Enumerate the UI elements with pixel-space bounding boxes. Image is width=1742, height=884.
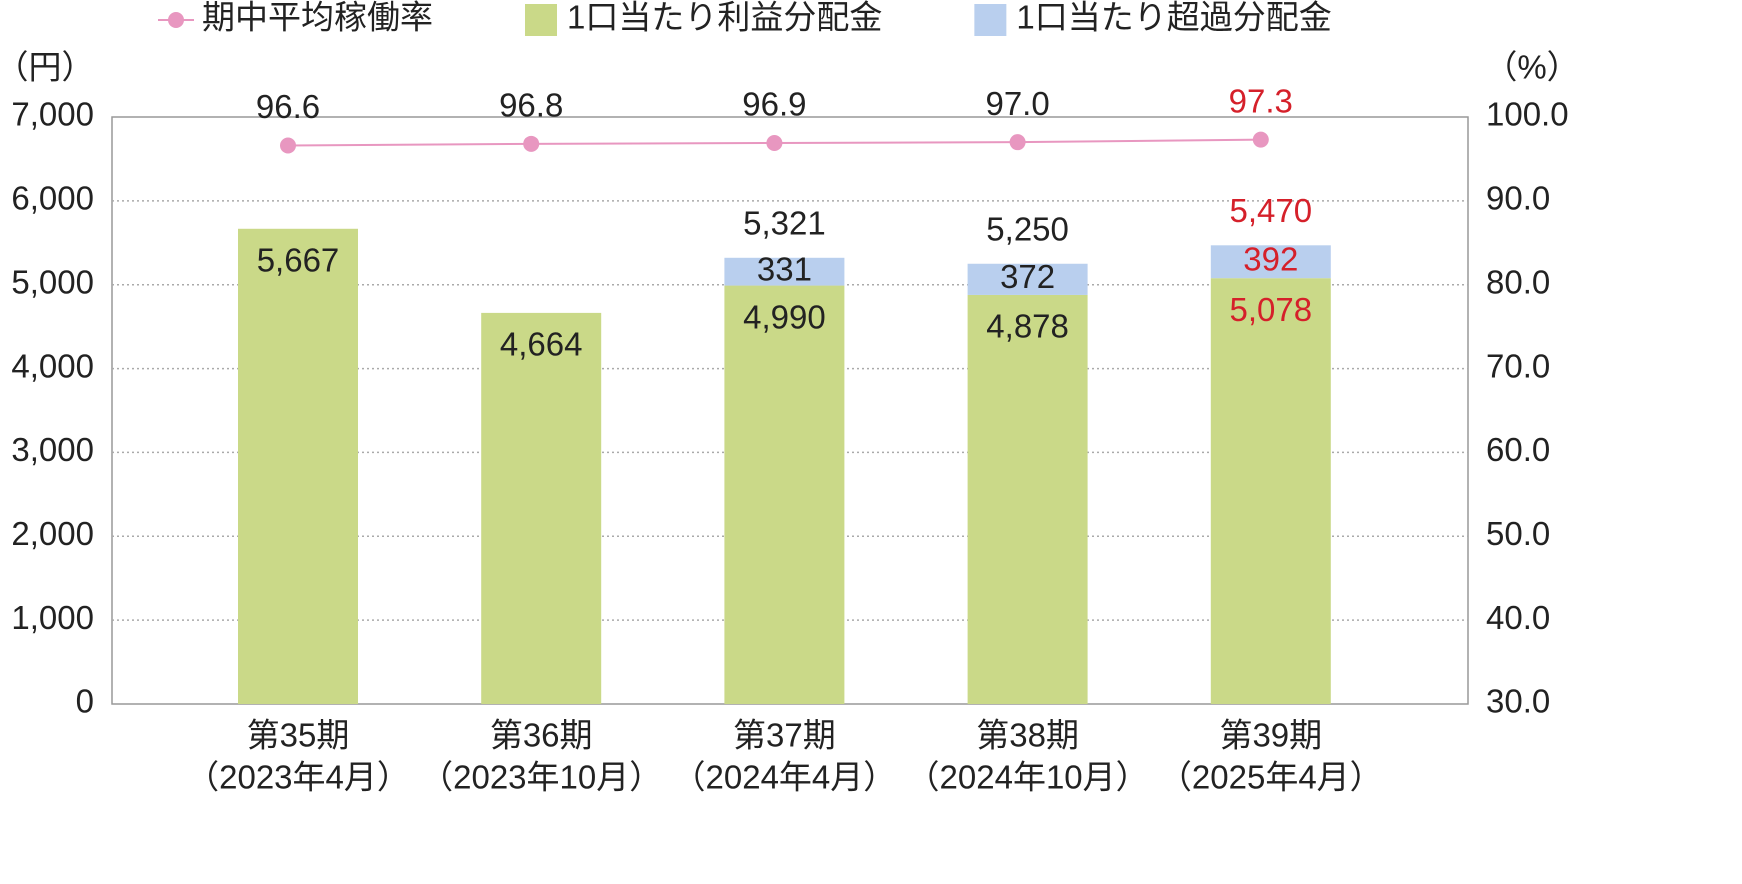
total-label: 5,321 [743, 205, 826, 242]
x-tick-label: （2023年4月） [186, 759, 410, 796]
y-axis-label: （円） [0, 49, 95, 86]
y2-tick-label: 80.0 [1486, 263, 1550, 300]
bar [967, 263, 1088, 295]
y-tick-label: 7,000 [11, 96, 94, 133]
legend-label: 期中平均稼働率 [202, 0, 433, 36]
y-tick-label: 5,000 [11, 263, 94, 300]
line-point [280, 137, 296, 154]
line-point [1252, 131, 1269, 148]
legend-swatch [974, 4, 1007, 36]
line-value-label: 97.0 [985, 85, 1049, 122]
line-point [523, 135, 540, 152]
bar [481, 312, 602, 704]
y2-tick-label: 50.0 [1486, 515, 1550, 552]
total-label: 5,470 [1230, 192, 1313, 229]
y-tick-label: 3,000 [11, 431, 94, 468]
x-tick-label: （2025年4月） [1159, 759, 1383, 796]
bar [967, 294, 1088, 704]
y-tick-label: 1,000 [11, 599, 94, 636]
legend-swatch [525, 4, 557, 36]
bar-value-label: 4,664 [500, 326, 583, 363]
bar [1210, 245, 1331, 279]
line-point [1009, 134, 1026, 151]
y-tick-label: 0 [76, 683, 94, 720]
bar [1210, 278, 1331, 704]
bar-value-label: 5,078 [1230, 291, 1313, 328]
x-tick-label: 第38期 [976, 717, 1079, 754]
bar-value-label: 392 [1243, 240, 1298, 277]
bar-value-label: 331 [757, 250, 812, 287]
bar-value-label: 4,878 [986, 308, 1069, 345]
y2-tick-label: 60.0 [1486, 431, 1550, 468]
x-tick-label: 第39期 [1219, 717, 1322, 754]
y2-tick-label: 100.0 [1486, 96, 1569, 133]
y-tick-label: 6,000 [11, 180, 94, 217]
total-label: 5,250 [986, 210, 1069, 247]
y-tick-label: 4,000 [11, 347, 94, 384]
bar [238, 228, 358, 705]
x-tick-label: 第37期 [733, 717, 836, 754]
line-value-label: 96.6 [256, 88, 320, 125]
x-tick-label: （2023年10月） [420, 759, 662, 796]
y2-tick-label: 40.0 [1486, 599, 1550, 636]
x-tick-label: 第35期 [247, 717, 350, 754]
y2-tick-label: 90.0 [1486, 180, 1550, 217]
line-point [766, 134, 783, 151]
y-tick-label: 2,000 [11, 515, 94, 552]
x-tick-label: （2024年10月） [907, 759, 1149, 796]
y2-axis-label: （%） [1484, 49, 1579, 86]
y2-tick-label: 70.0 [1486, 347, 1550, 384]
x-tick-label: 第36期 [490, 717, 593, 754]
y2-tick-label: 30.0 [1486, 683, 1550, 720]
bar [724, 257, 845, 286]
bar-value-label: 5,667 [257, 242, 340, 279]
bar-value-label: 372 [1000, 258, 1055, 295]
line-value-label: 96.9 [742, 86, 806, 123]
line-value-label: 97.3 [1229, 82, 1293, 119]
legend-label: 1口当たり超過分配金 [1016, 0, 1331, 36]
legend-marker [168, 12, 184, 28]
legend-label: 1口当たり利益分配金 [567, 0, 882, 36]
bar [724, 285, 845, 704]
line-value-label: 96.8 [499, 87, 563, 124]
bar-value-label: 4,990 [743, 298, 826, 335]
x-tick-label: （2024年4月） [673, 759, 897, 796]
